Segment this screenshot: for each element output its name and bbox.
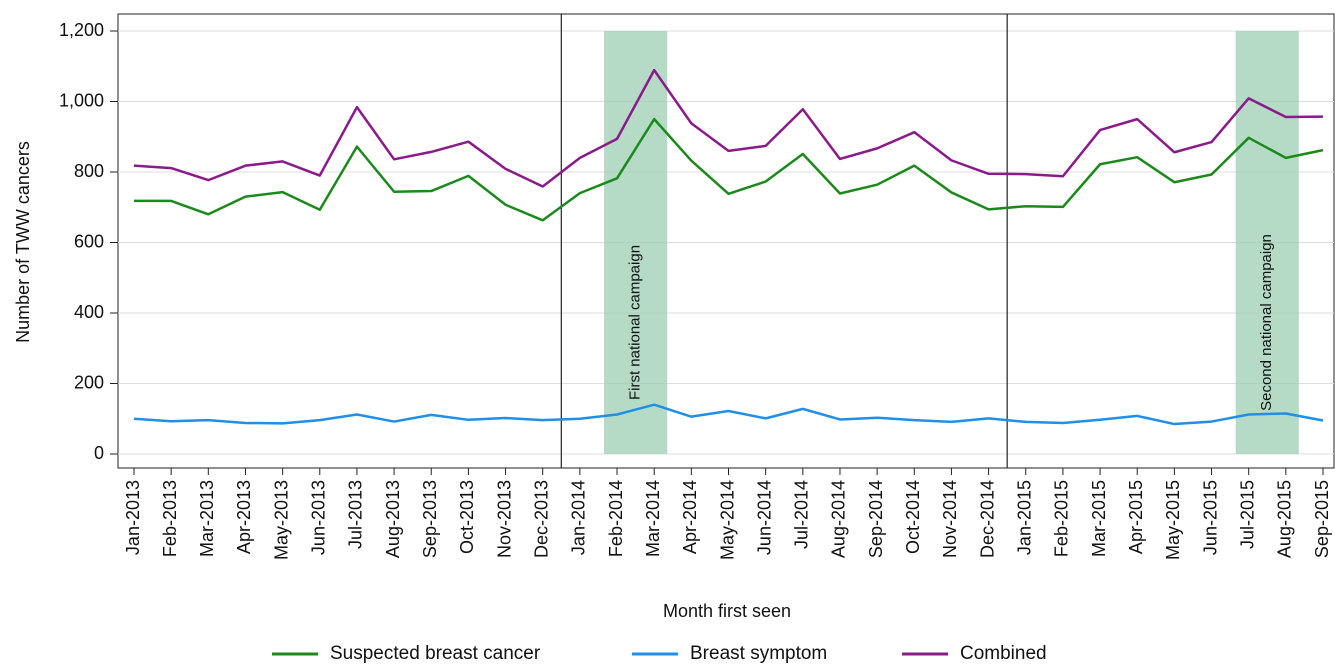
y-axis-title: Number of TWW cancers	[13, 141, 33, 343]
series-line	[133, 68, 1324, 188]
legend-label: Suspected breast cancer	[330, 643, 541, 664]
x-tick-label: Apr-2014	[680, 480, 700, 554]
x-tick-label: Jan-2014	[569, 480, 589, 555]
legend-label: Breast symptom	[690, 643, 827, 664]
x-tick-label: Jul-2014	[792, 480, 812, 549]
legend-label: Combined	[960, 643, 1047, 664]
y-tick-label: 800	[74, 161, 104, 181]
x-tick-label: Jun-2015	[1200, 480, 1220, 555]
series-line	[133, 403, 1324, 426]
x-tick-label: May-2014	[717, 480, 737, 560]
x-tick-label: Mar-2014	[643, 480, 663, 557]
x-tick-label: Nov-2014	[940, 480, 960, 558]
y-tick-label: 200	[74, 372, 104, 392]
x-tick-label: Dec-2014	[977, 480, 997, 558]
y-tick-label: 400	[74, 302, 104, 322]
x-tick-label: May-2013	[271, 480, 291, 560]
x-tick-label: Apr-2015	[1126, 480, 1146, 554]
x-tick-label: Feb-2014	[606, 480, 626, 557]
x-tick-label: Mar-2013	[197, 480, 217, 557]
y-tick-label: 1,200	[59, 20, 104, 40]
x-tick-label: Feb-2015	[1052, 480, 1072, 557]
campaign-band	[604, 31, 668, 454]
x-tick-label: Sep-2015	[1312, 480, 1332, 558]
x-tick-label: Jul-2015	[1237, 480, 1257, 549]
series-line	[134, 117, 1324, 222]
x-tick-label: Aug-2014	[829, 480, 849, 558]
y-tick-label: 600	[74, 231, 104, 251]
campaign-label: First national campaign	[627, 245, 644, 400]
x-tick-label: Dec-2013	[531, 480, 551, 558]
x-tick-label: Jan-2013	[123, 480, 143, 555]
x-tick-label: Sep-2013	[420, 480, 440, 558]
x-tick-label: Aug-2015	[1275, 480, 1295, 558]
x-axis-title: Month first seen	[663, 601, 791, 621]
campaign-label: Second national campaign	[1258, 234, 1275, 411]
x-tick-label: Jan-2015	[1015, 480, 1035, 555]
x-tick-label: Feb-2013	[160, 480, 180, 557]
x-tick-label: Jul-2013	[346, 480, 366, 549]
x-tick-label: Mar-2015	[1089, 480, 1109, 557]
plot-frame	[117, 13, 1335, 469]
y-tick-label: 1,000	[59, 90, 104, 110]
x-tick-label: Jun-2013	[309, 480, 329, 555]
x-tick-label: Aug-2013	[383, 480, 403, 558]
x-tick-label: Oct-2014	[903, 480, 923, 554]
x-tick-label: Jun-2014	[754, 480, 774, 555]
x-tick-label: Nov-2013	[494, 480, 514, 558]
x-tick-label: Sep-2014	[866, 480, 886, 558]
y-tick-label: 0	[94, 443, 104, 463]
x-tick-label: Oct-2013	[457, 480, 477, 554]
x-tick-label: Apr-2013	[234, 480, 254, 554]
x-tick-label: May-2015	[1163, 480, 1183, 560]
